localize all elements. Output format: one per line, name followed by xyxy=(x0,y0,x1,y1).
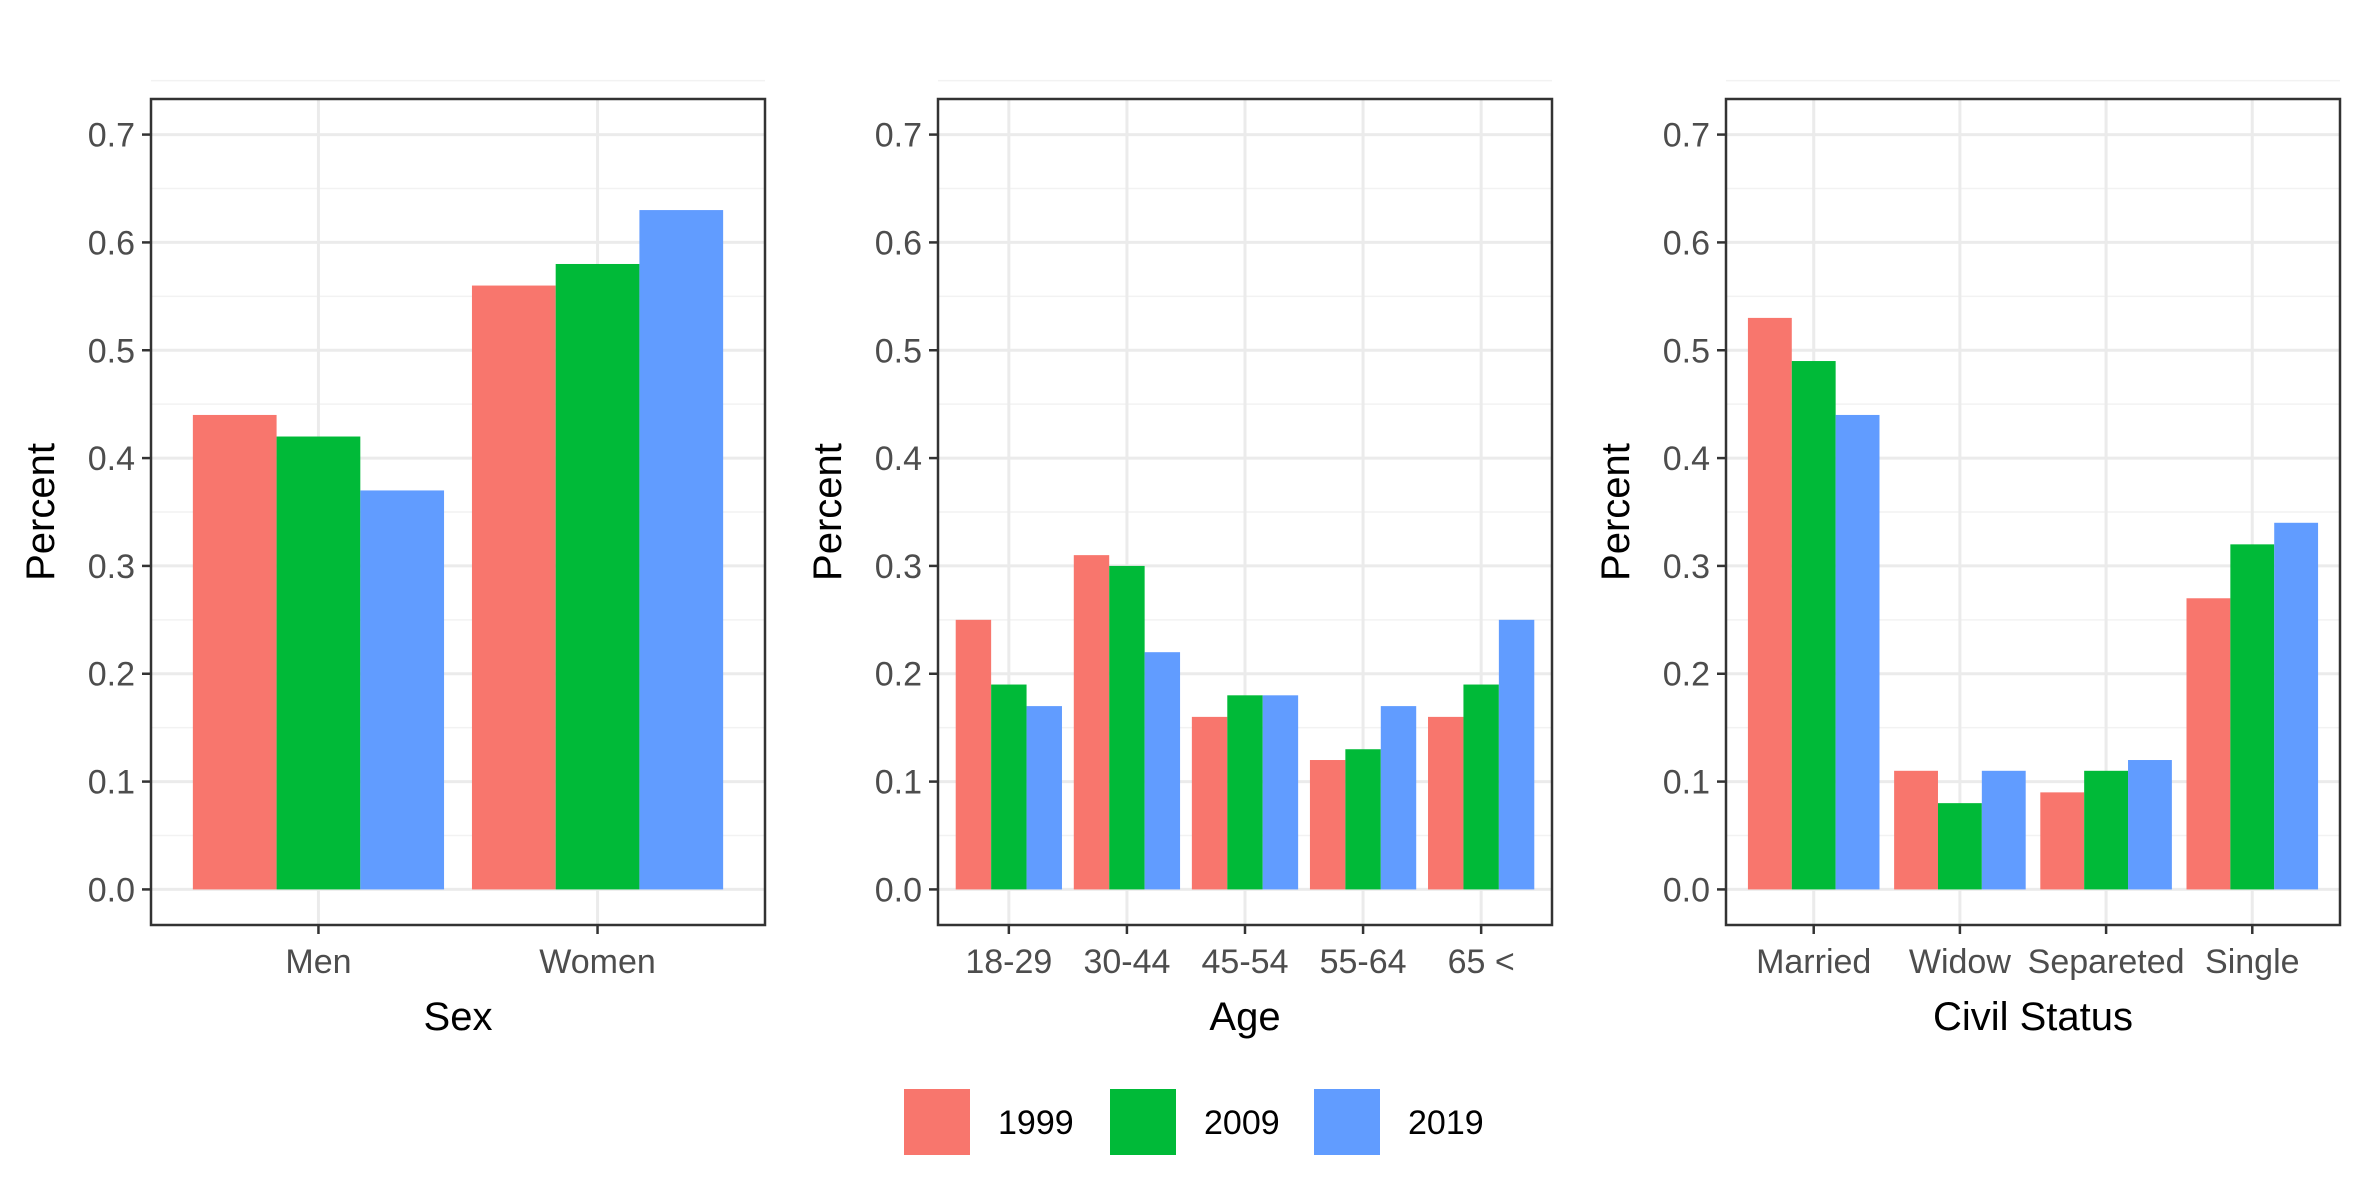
x-tick-label: Separeted xyxy=(2028,943,2185,981)
bar-1999-30-44 xyxy=(1073,555,1110,890)
bar-2019-Women xyxy=(639,210,724,890)
y-tick-label: 0.6 xyxy=(1663,224,1710,262)
x-tick-label: 65 < xyxy=(1448,943,1515,981)
y-tick-label: 0.5 xyxy=(88,332,135,370)
bar-1999-Men xyxy=(192,414,277,890)
bar-1999-65- xyxy=(1428,716,1464,890)
chart-panel-1: 0.0 0.1 0.2 0.3 0.4 0.5 0.6 0.7 Men Women Sex Perce… xyxy=(19,79,767,1039)
y-tick-label: 0.7 xyxy=(875,117,922,155)
x-axis-title: Age xyxy=(1209,995,1280,1039)
bar-1999-Separeted xyxy=(2040,792,2085,890)
chart-panel-3: 0.0 0.1 0.2 0.3 0.4 0.5 0.6 0.7 Married Widow Sepa… xyxy=(1594,79,2342,1039)
y-tick-label: 0.2 xyxy=(875,656,922,694)
bar-1999-18-29 xyxy=(955,619,992,890)
bar-1999-Single xyxy=(2186,598,2231,890)
x-tick-label: Married xyxy=(1756,943,1871,981)
y-tick-label: 0.3 xyxy=(1663,548,1710,586)
x-tick-label: Widow xyxy=(1909,943,2011,981)
bar-1999-Women xyxy=(471,285,556,890)
y-tick-label: 0.0 xyxy=(88,871,135,909)
y-tick-label: 0.3 xyxy=(88,548,135,586)
x-axis-title: Civil Status xyxy=(1933,995,2133,1039)
bar-2009-Single xyxy=(2230,544,2275,890)
bar-2019-Married xyxy=(1835,414,1880,890)
panel-border xyxy=(149,97,767,927)
bar-2019-65- xyxy=(1498,619,1535,890)
bar-2019-18-29 xyxy=(1026,706,1062,890)
legend: 1999 2009 2019 xyxy=(904,1089,1484,1155)
y-tick-label: 0.4 xyxy=(88,440,135,478)
bar-1999-45-54 xyxy=(1191,716,1228,890)
y-tick-label: 0.6 xyxy=(88,224,135,262)
bar-1999-55-64 xyxy=(1309,760,1346,890)
legend-label-2019: 2019 xyxy=(1408,1104,1484,1142)
bar-1999-Widow xyxy=(1894,770,1938,890)
bar-2019-Separeted xyxy=(2128,760,2172,890)
y-axis-title: Percent xyxy=(19,443,63,581)
bar-2009-Married xyxy=(1791,361,1836,890)
x-axis-title: Sex xyxy=(424,995,493,1039)
y-axis-title: Percent xyxy=(1594,443,1638,581)
bar-2019-45-54 xyxy=(1262,695,1299,890)
y-axis-title: Percent xyxy=(806,443,850,581)
bar-2019-30-44 xyxy=(1144,652,1181,890)
y-tick-label: 0.1 xyxy=(875,764,922,802)
bar-2009-65- xyxy=(1463,684,1499,890)
y-tick-label: 0.7 xyxy=(88,117,135,155)
y-tick-label: 0.7 xyxy=(1663,117,1710,155)
bar-2019-Single xyxy=(2274,522,2319,890)
x-tick-label: 18-29 xyxy=(965,943,1052,981)
legend-key-2009 xyxy=(1110,1089,1176,1155)
bar-2009-55-64 xyxy=(1345,749,1381,890)
x-tick-label: Men xyxy=(285,943,351,981)
y-tick-label: 0.5 xyxy=(1663,332,1710,370)
panel-border xyxy=(1724,97,2342,927)
y-tick-label: 0.5 xyxy=(875,332,922,370)
bar-2009-45-54 xyxy=(1227,695,1263,890)
x-tick-label: 55-64 xyxy=(1320,943,1407,981)
x-tick-label: 30-44 xyxy=(1083,943,1170,981)
bar-1999-Married xyxy=(1747,317,1792,890)
chart-panel-2: 0.0 0.1 0.2 0.3 0.4 0.5 0.6 0.7 18-29 30-44 45-54 5… xyxy=(806,79,1554,1039)
y-tick-label: 0.1 xyxy=(88,764,135,802)
legend-label-2009: 2009 xyxy=(1204,1104,1280,1142)
legend-key-2019 xyxy=(1314,1089,1380,1155)
y-tick-label: 0.0 xyxy=(1663,871,1710,909)
bar-2009-Separeted xyxy=(2084,770,2129,890)
bar-2009-18-29 xyxy=(991,684,1027,890)
y-tick-label: 0.0 xyxy=(875,871,922,909)
y-tick-label: 0.2 xyxy=(1663,656,1710,694)
legend-label-1999: 1999 xyxy=(998,1104,1074,1142)
y-tick-label: 0.1 xyxy=(1663,764,1710,802)
bar-2009-Widow xyxy=(1937,803,1982,890)
bar-2009-Women xyxy=(555,263,640,890)
bar-2019-55-64 xyxy=(1380,706,1417,890)
bar-2009-Men xyxy=(276,436,361,890)
y-tick-label: 0.3 xyxy=(875,548,922,586)
x-tick-label: Single xyxy=(2205,943,2300,981)
bar-2019-Widow xyxy=(1981,770,2026,890)
y-tick-label: 0.6 xyxy=(875,224,922,262)
y-tick-label: 0.2 xyxy=(88,656,135,694)
bar-2009-30-44 xyxy=(1109,565,1145,890)
x-tick-label: Women xyxy=(539,943,656,981)
x-tick-label: 45-54 xyxy=(1202,943,1289,981)
legend-key-1999 xyxy=(904,1089,970,1155)
bar-2019-Men xyxy=(360,490,445,890)
y-tick-label: 0.4 xyxy=(1663,440,1710,478)
y-tick-label: 0.4 xyxy=(875,440,922,478)
